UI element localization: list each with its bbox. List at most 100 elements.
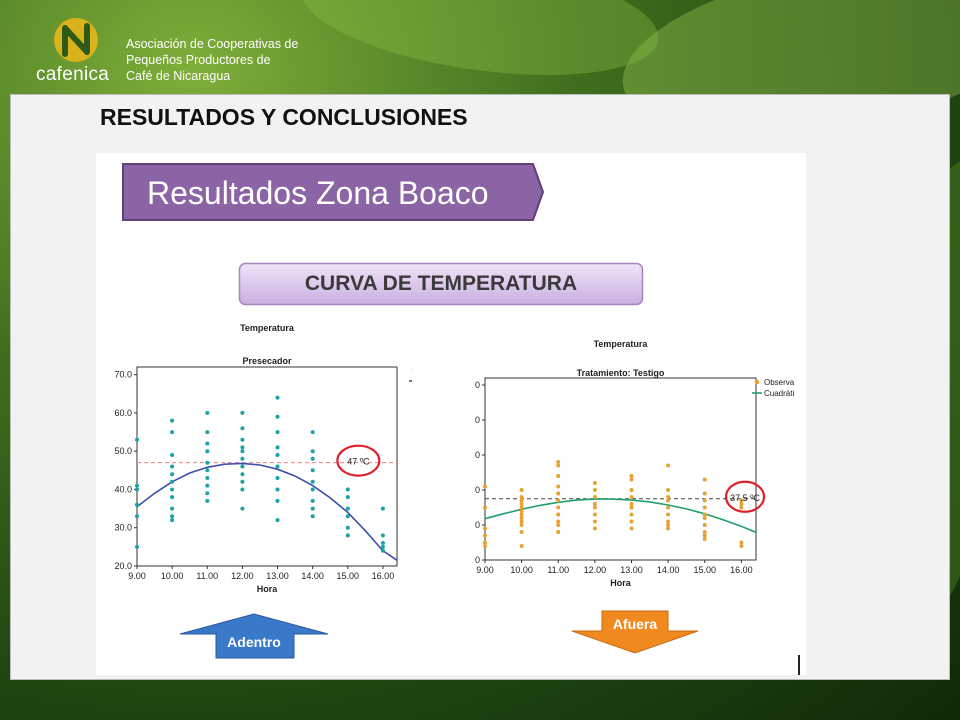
- observed-point: [739, 498, 744, 503]
- observed-point: [519, 530, 524, 534]
- observed-point: [629, 502, 634, 506]
- observed-point: [310, 487, 315, 492]
- observed-point: [519, 523, 524, 527]
- observed-point: [310, 468, 315, 473]
- observed-point: [240, 445, 245, 450]
- fit-curve: [484, 498, 757, 534]
- observed-point: [556, 474, 561, 478]
- observed-point: [170, 495, 175, 500]
- y-tick-label: 50.0: [114, 446, 132, 456]
- observed-point: [135, 544, 139, 549]
- y-tick-label: 40.0: [114, 484, 132, 494]
- observed-point: [135, 514, 139, 519]
- observed-point: [345, 533, 350, 538]
- y-tick-label: 0: [475, 380, 480, 390]
- observed-point: [519, 516, 524, 520]
- cafenica-logo: [54, 18, 98, 62]
- observed-point: [135, 502, 139, 507]
- observed-point: [170, 453, 175, 457]
- observed-point: [240, 506, 245, 511]
- observed-point: [205, 468, 210, 473]
- x-axis-label: Hora: [610, 578, 631, 588]
- observed-point: [275, 476, 280, 480]
- x-tick-label: 13.00: [266, 571, 289, 581]
- observed-point: [592, 526, 597, 531]
- plot-area: [484, 377, 757, 561]
- y-tick-label: 0: [475, 520, 480, 530]
- observed-point: [240, 449, 245, 454]
- observed-point: [702, 516, 707, 520]
- org-line: Asociación de Cooperativas de: [126, 37, 299, 51]
- observed-point: [592, 495, 597, 499]
- observed-point: [345, 506, 350, 511]
- observed-point: [275, 464, 280, 469]
- observed-point: [205, 483, 210, 488]
- y-tick-label: 0: [475, 415, 480, 425]
- observed-point: [702, 537, 707, 541]
- observed-point: [135, 437, 139, 442]
- observed-point: [205, 491, 210, 496]
- adentro-arrow: Adentro: [179, 613, 329, 659]
- y-tick-label: 20.0: [114, 561, 132, 571]
- observed-point: [556, 523, 561, 527]
- observed-point: [702, 491, 707, 496]
- observed-point: [592, 512, 597, 517]
- curve-heading-text: CURVA DE TEMPERATURA: [305, 272, 577, 295]
- x-tick-label: 10.00: [161, 571, 184, 581]
- observed-point: [666, 488, 671, 492]
- chart-title: Temperatura: [594, 339, 649, 349]
- x-tick-label: 16.00: [372, 571, 395, 581]
- observed-point: [556, 463, 561, 468]
- observed-point: [629, 526, 634, 531]
- organization-name: Asociación de Cooperativas de Pequeños P…: [126, 36, 298, 84]
- observed-point: [380, 506, 385, 511]
- observed-point: [240, 464, 245, 469]
- observed-point: [556, 491, 561, 496]
- observed-point: [380, 548, 385, 553]
- observed-point: [275, 445, 280, 450]
- x-axis-label: Hora: [257, 584, 278, 594]
- observed-point: [345, 495, 350, 500]
- observed-point: [519, 488, 524, 492]
- curve-heading-box: CURVA DE TEMPERATURA: [238, 262, 644, 306]
- observed-point: [592, 502, 597, 506]
- observed-point: [702, 533, 707, 538]
- org-line: Pequeños Productores de: [126, 53, 271, 67]
- observed-point: [380, 544, 385, 549]
- observed-point: [483, 505, 487, 510]
- threshold-highlight-circle: [336, 444, 381, 477]
- afuera-arrow: Afuera: [571, 610, 699, 654]
- slide-title: RESULTADOS Y CONCLUSIONES: [100, 104, 468, 130]
- observed-point: [275, 430, 280, 435]
- org-line: Café de Nicaragua: [126, 69, 231, 83]
- observed-point: [205, 430, 210, 435]
- temperature-chart-inside: Temperatura Presecador 20.0 30.0 40.0 50.0 60.…: [114, 323, 412, 594]
- x-tick-label: 11.00: [547, 565, 569, 575]
- observed-point: [240, 410, 245, 415]
- y-tick-label: 60.0: [114, 408, 132, 418]
- x-tick-label: 12.00: [584, 565, 607, 575]
- observed-point: [702, 530, 707, 534]
- observed-point: [380, 541, 385, 545]
- chart-subtitle: Tratamiento: Testigo: [577, 368, 665, 378]
- observed-point: [629, 477, 634, 482]
- observed-point: [519, 509, 524, 513]
- leaf-decoration: [294, 0, 666, 95]
- observed-point: [310, 430, 315, 435]
- observed-point: [629, 495, 634, 499]
- observed-point: [240, 487, 245, 492]
- observed-point: [629, 512, 634, 517]
- observed-point: [592, 488, 597, 492]
- observed-point: [739, 540, 744, 545]
- observed-point: [170, 487, 175, 492]
- observed-point: [556, 498, 561, 503]
- observed-point: [170, 518, 175, 523]
- zone-heading-banner: Resultados Zona Boaco: [122, 163, 545, 221]
- observed-point: [170, 418, 175, 423]
- observed-point: [666, 495, 671, 499]
- observed-point: [275, 414, 280, 419]
- chart-subtitle: Presecador: [242, 356, 292, 366]
- threshold-label: 47 ºC: [347, 457, 370, 467]
- observed-point: [310, 456, 315, 461]
